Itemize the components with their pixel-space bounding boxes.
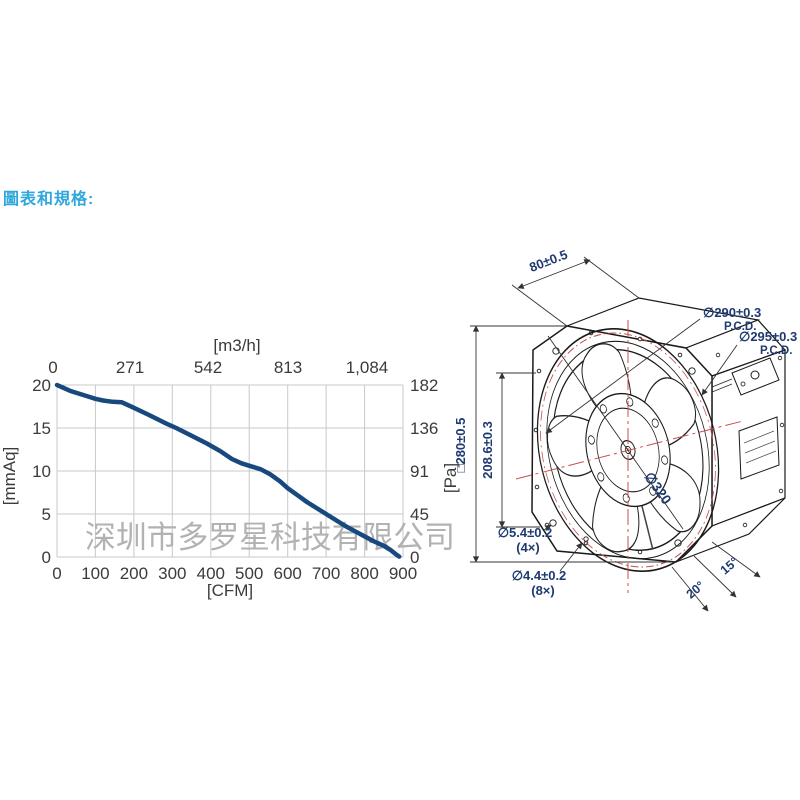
bottom-tick: 700 bbox=[312, 564, 340, 583]
bottom-tick: 900 bbox=[389, 564, 417, 583]
top-tick: 542 bbox=[194, 358, 222, 377]
bottom-tick: 200 bbox=[120, 564, 148, 583]
top-tick: 0 bbox=[48, 358, 57, 377]
pressure-airflow-curve bbox=[54, 382, 402, 559]
right-axis-unit: [Pa] bbox=[441, 463, 460, 493]
fan-technical-drawing: 80±0.5 □280±0.5 208.6±0.3 ∅290±0.3 P.C.D… bbox=[453, 247, 797, 612]
dimension-label-pcd1: ∅290±0.3 bbox=[703, 305, 761, 320]
bottom-tick: 0 bbox=[52, 564, 61, 583]
bottom-tick: 600 bbox=[274, 564, 302, 583]
dimension-label-hole8: ∅4.4±0.2 bbox=[512, 568, 567, 583]
right-tick: 45 bbox=[410, 505, 429, 524]
top-axis-unit: [m3/h] bbox=[213, 336, 260, 355]
dimension-label-pcd2-sub: P.C.D. bbox=[760, 345, 792, 357]
left-tick: 10 bbox=[32, 462, 51, 481]
fan-impeller bbox=[536, 327, 720, 573]
dimension-label-hole4: ∅5.4±0.2 bbox=[498, 525, 553, 540]
left-tick: 15 bbox=[32, 419, 51, 438]
top-tick: 271 bbox=[116, 358, 144, 377]
dimension-lines bbox=[470, 256, 761, 612]
performance-chart: [m3/h] 0 271 542 813 1,084 [mmAq] 20 15 … bbox=[0, 336, 460, 600]
bottom-tick: 400 bbox=[197, 564, 225, 583]
dimension-label-square: □280±0.5 bbox=[453, 418, 468, 473]
right-tick: 136 bbox=[410, 419, 438, 438]
dimension-label-angle2: 15° bbox=[718, 554, 741, 577]
dimension-label-height: 208.6±0.3 bbox=[480, 421, 495, 479]
chart-gridlines bbox=[56, 384, 404, 558]
centerlines bbox=[515, 320, 744, 593]
left-tick: 5 bbox=[42, 505, 51, 524]
dimension-label-pcd1-sub: P.C.D. bbox=[724, 321, 756, 333]
bottom-tick: 500 bbox=[235, 564, 263, 583]
page-title: 圖表和規格: bbox=[3, 191, 95, 208]
top-tick: 813 bbox=[274, 358, 302, 377]
bottom-axis-unit: [CFM] bbox=[207, 581, 253, 600]
right-tick: 91 bbox=[410, 462, 429, 481]
right-tick: 0 bbox=[410, 548, 419, 567]
bottom-tick: 300 bbox=[158, 564, 186, 583]
dimension-label-hole8-count: (8×) bbox=[531, 583, 554, 598]
right-axis-ticks: 182 136 91 45 0 bbox=[410, 376, 438, 567]
bottom-axis-ticks: 0 100 200 300 400 500 600 700 800 900 bbox=[52, 564, 417, 583]
dimension-label-pcd2: ∅295±0.3 bbox=[739, 329, 797, 344]
fan-back-details bbox=[686, 352, 785, 528]
left-tick: 0 bbox=[42, 548, 51, 567]
left-tick: 20 bbox=[32, 376, 51, 395]
top-tick: 1,084 bbox=[346, 358, 389, 377]
bottom-tick: 800 bbox=[350, 564, 378, 583]
fan-back-frame bbox=[564, 297, 787, 563]
dimension-label-angle1: 20° bbox=[684, 578, 707, 601]
left-axis-unit: [mmAq] bbox=[0, 447, 19, 506]
watermark-text: 深圳市多罗星科技有限公司 bbox=[85, 520, 455, 555]
left-axis-ticks: 20 15 10 5 0 bbox=[32, 376, 51, 567]
dimension-label-hole4-count: (4×) bbox=[516, 540, 539, 555]
right-tick: 182 bbox=[410, 376, 438, 395]
top-axis-ticks: 0 271 542 813 1,084 bbox=[48, 358, 388, 377]
bottom-tick: 100 bbox=[81, 564, 109, 583]
